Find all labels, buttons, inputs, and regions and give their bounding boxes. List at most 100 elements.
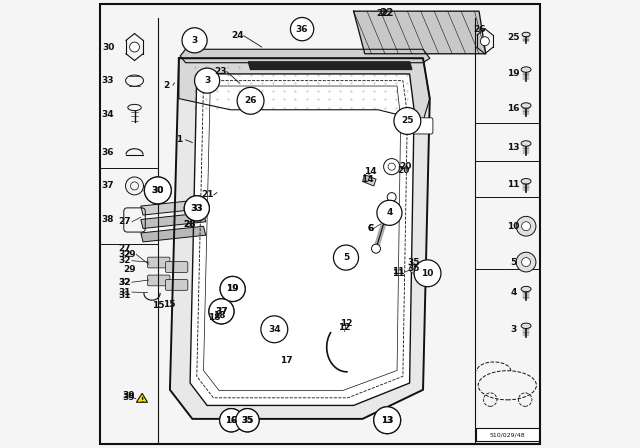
Text: 14: 14 [361,175,373,184]
Circle shape [220,276,245,302]
Circle shape [182,28,207,53]
Text: 4: 4 [387,208,392,217]
Text: 15: 15 [152,301,165,310]
Text: 35: 35 [241,416,253,425]
Text: 510/029/48: 510/029/48 [490,432,525,437]
Ellipse shape [521,67,531,72]
Text: 20: 20 [397,166,410,175]
FancyBboxPatch shape [165,262,188,272]
Polygon shape [362,175,376,186]
Text: 18: 18 [209,313,221,322]
Text: 25: 25 [401,116,413,125]
Text: 29: 29 [123,265,136,274]
Circle shape [410,264,419,273]
Text: 19: 19 [508,69,520,78]
Text: 23: 23 [214,67,227,76]
Text: 35: 35 [408,264,420,273]
Text: 11: 11 [508,180,520,189]
Text: 10: 10 [508,222,520,231]
Text: 18: 18 [213,311,225,320]
FancyBboxPatch shape [147,275,170,286]
Text: 13: 13 [381,416,394,425]
Text: 33: 33 [191,204,202,213]
Text: 35: 35 [242,416,253,425]
Text: 11: 11 [392,269,404,278]
Text: 37: 37 [215,307,228,316]
Text: 28: 28 [183,220,195,228]
Text: 2: 2 [163,81,170,90]
Circle shape [377,200,402,225]
FancyBboxPatch shape [147,257,170,268]
Text: 32: 32 [118,250,131,259]
Text: 36: 36 [296,25,308,34]
Text: 35: 35 [408,258,420,267]
Circle shape [516,252,536,272]
Polygon shape [353,11,486,54]
Circle shape [383,159,400,175]
Polygon shape [136,393,147,402]
Text: 15: 15 [163,300,175,309]
Circle shape [236,409,259,432]
Text: 22: 22 [376,9,389,18]
Ellipse shape [521,141,531,146]
Text: 10: 10 [421,269,434,278]
Text: 19: 19 [227,284,239,293]
Text: 6: 6 [367,224,373,233]
Circle shape [220,276,245,302]
Text: 39: 39 [122,391,134,400]
Text: 31: 31 [118,288,131,297]
Text: 3: 3 [511,325,516,334]
Text: 32: 32 [118,278,131,287]
Text: 39: 39 [122,393,134,402]
Text: 12: 12 [339,323,351,332]
Text: 3: 3 [191,36,198,45]
Circle shape [291,17,314,41]
Circle shape [209,299,234,324]
Text: 26: 26 [473,25,486,34]
Polygon shape [190,74,414,405]
Text: 21: 21 [201,190,213,199]
Text: 31: 31 [118,291,131,300]
Text: 19: 19 [227,284,239,293]
Circle shape [145,177,172,204]
Ellipse shape [521,179,531,184]
Text: 27: 27 [118,217,131,226]
Text: 14: 14 [364,167,376,176]
Circle shape [209,299,234,324]
Text: 6: 6 [367,224,373,233]
Text: 4: 4 [510,288,516,297]
Polygon shape [141,213,205,228]
Text: 20: 20 [399,162,412,171]
Text: 27: 27 [118,244,131,253]
Text: 13: 13 [381,416,393,425]
Circle shape [220,409,243,432]
Text: 22: 22 [379,9,394,18]
Text: 30: 30 [152,186,164,195]
Ellipse shape [521,103,531,108]
Text: 37: 37 [215,307,228,316]
Text: 38: 38 [102,215,115,224]
Circle shape [237,87,264,114]
Circle shape [145,177,172,204]
Text: 24: 24 [231,31,243,40]
Ellipse shape [521,323,531,328]
Bar [476,428,539,441]
Text: 30: 30 [152,186,164,195]
Text: 32: 32 [118,278,131,287]
Text: 32: 32 [118,256,131,265]
Text: 13: 13 [508,142,520,152]
Circle shape [261,316,288,343]
Text: 34: 34 [268,325,280,334]
Text: 30: 30 [102,43,115,52]
Text: 25: 25 [508,33,520,42]
Text: !: ! [141,396,144,403]
Text: 1: 1 [176,135,182,144]
Circle shape [387,193,396,202]
Text: 34: 34 [102,110,115,119]
Text: 33: 33 [191,204,203,213]
Text: 33: 33 [102,76,115,85]
Circle shape [236,409,259,432]
Circle shape [522,222,531,231]
Circle shape [394,108,421,134]
Text: 16: 16 [508,104,520,113]
